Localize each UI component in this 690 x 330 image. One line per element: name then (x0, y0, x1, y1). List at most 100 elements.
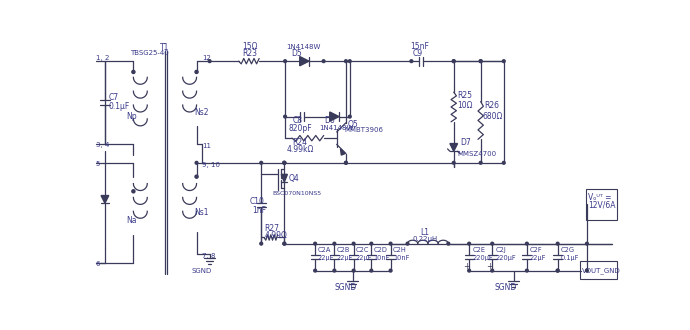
Circle shape (195, 175, 198, 178)
Text: T1: T1 (160, 43, 170, 52)
Text: R23: R23 (242, 49, 257, 58)
Circle shape (333, 242, 336, 245)
Circle shape (370, 269, 373, 272)
Circle shape (208, 60, 211, 63)
FancyBboxPatch shape (580, 261, 617, 279)
Text: C10: C10 (250, 197, 264, 206)
Circle shape (586, 269, 589, 272)
Text: Q5: Q5 (348, 120, 358, 129)
Text: 4.99kΩ: 4.99kΩ (286, 145, 314, 154)
Circle shape (344, 161, 347, 164)
Text: C2B: C2B (337, 247, 350, 253)
Circle shape (195, 70, 198, 74)
Circle shape (453, 60, 455, 63)
Text: C2G: C2G (561, 247, 575, 253)
Text: BSC070N10NS5: BSC070N10NS5 (273, 191, 322, 196)
Text: 1N4148W: 1N4148W (286, 44, 320, 50)
Text: 1, 2: 1, 2 (96, 55, 109, 61)
Circle shape (556, 242, 559, 245)
Polygon shape (282, 174, 288, 182)
Circle shape (491, 242, 493, 245)
Text: D5: D5 (291, 49, 302, 58)
Text: 22µF: 22µF (337, 254, 353, 260)
Text: R24: R24 (292, 138, 307, 147)
Text: 5: 5 (96, 161, 100, 167)
Polygon shape (101, 195, 109, 203)
Circle shape (480, 60, 482, 63)
Text: 10nF: 10nF (393, 254, 409, 260)
Text: 15Ω: 15Ω (242, 42, 257, 51)
Text: 0.1µF: 0.1µF (109, 102, 130, 111)
Text: C2A: C2A (317, 247, 331, 253)
Circle shape (348, 115, 351, 118)
Text: Na: Na (126, 216, 137, 225)
Circle shape (284, 115, 286, 118)
Circle shape (283, 242, 286, 245)
Text: 22µF: 22µF (317, 254, 334, 260)
Text: SGND: SGND (495, 283, 518, 292)
Text: R25: R25 (457, 90, 473, 100)
Text: 22µF: 22µF (530, 254, 546, 260)
Text: TBSG25-40: TBSG25-40 (130, 50, 169, 56)
Text: C2D: C2D (374, 247, 388, 253)
Circle shape (480, 60, 482, 63)
Circle shape (468, 242, 471, 245)
Circle shape (344, 161, 347, 164)
Text: 11: 11 (202, 143, 211, 149)
Text: 7, 8: 7, 8 (202, 253, 215, 259)
Circle shape (453, 60, 455, 63)
Circle shape (283, 161, 286, 164)
Text: Np: Np (126, 112, 137, 121)
Circle shape (502, 161, 505, 164)
Circle shape (132, 190, 135, 193)
Text: 220µF: 220µF (495, 254, 516, 260)
Circle shape (344, 60, 347, 63)
Circle shape (352, 242, 355, 245)
Text: 12V/6A: 12V/6A (589, 201, 616, 210)
Text: 1N4148W: 1N4148W (319, 125, 353, 131)
Text: 220µF: 220µF (472, 254, 493, 260)
Text: 9, 10: 9, 10 (202, 162, 220, 168)
Text: 6: 6 (96, 261, 100, 267)
Text: +: + (463, 262, 470, 271)
Circle shape (322, 60, 325, 63)
Text: 22µF: 22µF (356, 254, 373, 260)
Text: Ns2: Ns2 (195, 108, 209, 117)
Circle shape (526, 269, 529, 272)
Circle shape (406, 242, 409, 245)
Circle shape (283, 242, 286, 245)
Text: Q4: Q4 (288, 174, 299, 183)
FancyBboxPatch shape (586, 189, 617, 220)
Text: R26: R26 (484, 101, 500, 110)
Text: C2E: C2E (472, 247, 485, 253)
Circle shape (586, 242, 589, 245)
Text: Ns1: Ns1 (195, 208, 209, 217)
Circle shape (453, 161, 455, 164)
Polygon shape (299, 56, 309, 66)
Text: C2F: C2F (530, 247, 542, 253)
Text: D6: D6 (324, 116, 335, 125)
Text: L1: L1 (421, 228, 430, 237)
Text: C2C: C2C (356, 247, 369, 253)
Text: 0.1µF: 0.1µF (561, 254, 579, 260)
Text: 3, 4: 3, 4 (96, 142, 109, 148)
Circle shape (491, 269, 493, 272)
Text: C2H: C2H (393, 247, 406, 253)
Text: 680Ω: 680Ω (483, 112, 504, 121)
Text: MMBT3906: MMBT3906 (344, 127, 384, 133)
Circle shape (389, 269, 392, 272)
Circle shape (260, 242, 263, 245)
Polygon shape (330, 112, 339, 121)
Text: C2J: C2J (495, 247, 506, 253)
Circle shape (468, 269, 471, 272)
Polygon shape (341, 149, 345, 155)
Text: C7: C7 (109, 93, 119, 102)
Circle shape (348, 60, 351, 63)
Text: C9: C9 (412, 49, 422, 58)
Circle shape (556, 269, 559, 272)
Text: VOUT_GND: VOUT_GND (582, 267, 621, 274)
Circle shape (132, 70, 135, 74)
Polygon shape (450, 144, 457, 151)
Circle shape (480, 161, 482, 164)
Text: MMSZ4700: MMSZ4700 (457, 150, 497, 156)
